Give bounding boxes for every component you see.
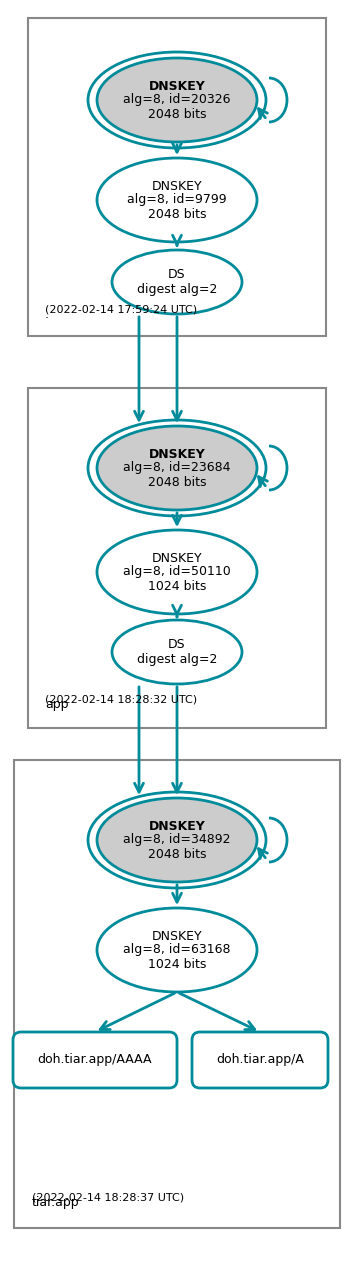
Ellipse shape [97, 158, 257, 242]
Text: DNSKEY: DNSKEY [152, 929, 202, 942]
Text: .: . [45, 308, 49, 321]
Ellipse shape [97, 797, 257, 882]
Text: DNSKEY: DNSKEY [149, 79, 206, 92]
Text: DNSKEY: DNSKEY [152, 552, 202, 565]
Text: alg=8, id=9799: alg=8, id=9799 [127, 193, 227, 207]
Text: (2022-02-14 18:28:32 UTC): (2022-02-14 18:28:32 UTC) [45, 694, 197, 704]
Text: alg=8, id=23684: alg=8, id=23684 [123, 461, 231, 474]
Ellipse shape [112, 250, 242, 314]
Text: DS: DS [168, 639, 186, 652]
FancyBboxPatch shape [192, 1033, 328, 1088]
Text: tiar.app: tiar.app [32, 1196, 80, 1209]
Ellipse shape [97, 426, 257, 510]
Text: 1024 bits: 1024 bits [148, 957, 206, 970]
Text: doh.tiar.app/AAAA: doh.tiar.app/AAAA [38, 1053, 152, 1067]
Text: 2048 bits: 2048 bits [148, 207, 206, 221]
Text: digest alg=2: digest alg=2 [137, 282, 217, 295]
Text: 2048 bits: 2048 bits [148, 107, 206, 120]
Text: DNSKEY: DNSKEY [149, 447, 206, 460]
Text: 2048 bits: 2048 bits [148, 475, 206, 488]
Text: alg=8, id=63168: alg=8, id=63168 [123, 943, 231, 956]
FancyBboxPatch shape [13, 1033, 177, 1088]
Text: DS: DS [168, 268, 186, 281]
Bar [28, 389, 326, 728]
Text: alg=8, id=34892: alg=8, id=34892 [123, 833, 231, 846]
Bar [28, 18, 326, 336]
Text: DNSKEY: DNSKEY [152, 179, 202, 193]
Text: digest alg=2: digest alg=2 [137, 653, 217, 666]
Ellipse shape [97, 907, 257, 992]
Text: (2022-02-14 17:59:24 UTC): (2022-02-14 17:59:24 UTC) [45, 304, 197, 314]
Ellipse shape [97, 58, 257, 142]
Bar [14, 760, 340, 1228]
Text: app: app [45, 698, 69, 711]
Text: 2048 bits: 2048 bits [148, 847, 206, 860]
Text: DNSKEY: DNSKEY [149, 819, 206, 832]
Text: alg=8, id=50110: alg=8, id=50110 [123, 565, 231, 579]
Text: alg=8, id=20326: alg=8, id=20326 [123, 93, 231, 106]
Ellipse shape [112, 620, 242, 684]
Text: (2022-02-14 18:28:37 UTC): (2022-02-14 18:28:37 UTC) [32, 1192, 184, 1203]
Text: 1024 bits: 1024 bits [148, 579, 206, 593]
Ellipse shape [97, 530, 257, 613]
Text: doh.tiar.app/A: doh.tiar.app/A [216, 1053, 304, 1067]
